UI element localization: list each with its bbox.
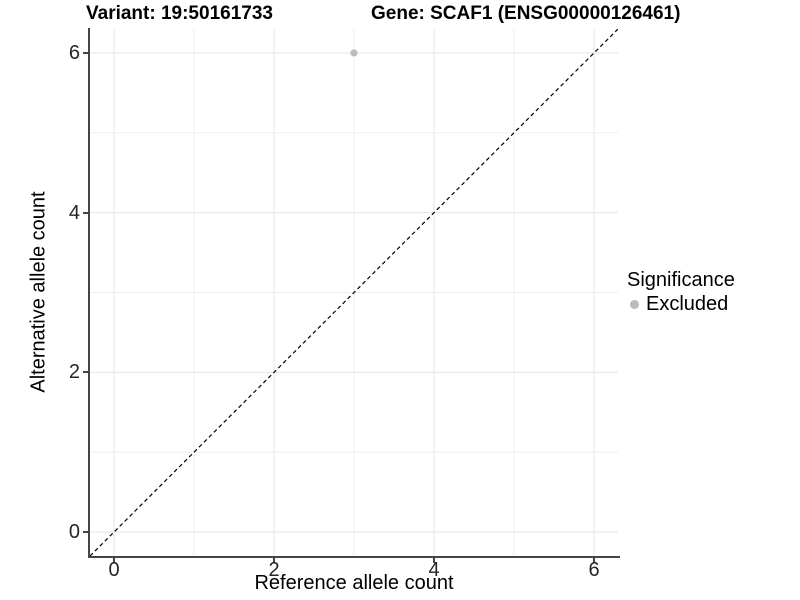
y-tick-label: 4	[68, 201, 80, 224]
y-tick-mark	[83, 211, 88, 214]
excluded-point-icon	[630, 300, 639, 309]
y-tick-mark	[83, 371, 88, 374]
plot-area-svg	[90, 29, 618, 556]
y-tick-label: 2	[68, 361, 80, 384]
y-axis-line	[88, 28, 90, 558]
legend: Significance Excluded	[627, 269, 735, 316]
x-axis-title: Reference allele count	[254, 572, 454, 594]
legend-item-excluded: Excluded	[627, 293, 735, 316]
gene-title: Gene: SCAF1 (ENSG00000126461)	[371, 3, 681, 24]
x-tick-label: 0	[108, 559, 120, 581]
y-tick-label: 6	[68, 41, 80, 64]
x-tick-mark	[273, 558, 275, 563]
variant-title: Variant: 19:50161733	[86, 3, 273, 24]
x-tick-label: 4	[428, 559, 440, 581]
x-tick-mark	[113, 558, 115, 563]
y-axis-title: Alternative allele count	[27, 191, 50, 393]
x-axis-line	[88, 556, 620, 558]
identity-line	[90, 29, 618, 556]
x-tick-label: 2	[268, 559, 280, 581]
y-tick-mark	[83, 531, 88, 534]
x-tick-mark	[593, 558, 595, 563]
data-point-excluded	[350, 49, 358, 57]
legend-item-label: Excluded	[646, 293, 729, 315]
y-tick-mark	[83, 51, 88, 54]
legend-title: Significance	[627, 269, 735, 291]
x-tick-label: 6	[588, 559, 600, 581]
x-tick-mark	[433, 558, 435, 563]
plot-panel	[90, 29, 618, 556]
y-tick-label: 0	[68, 521, 80, 544]
